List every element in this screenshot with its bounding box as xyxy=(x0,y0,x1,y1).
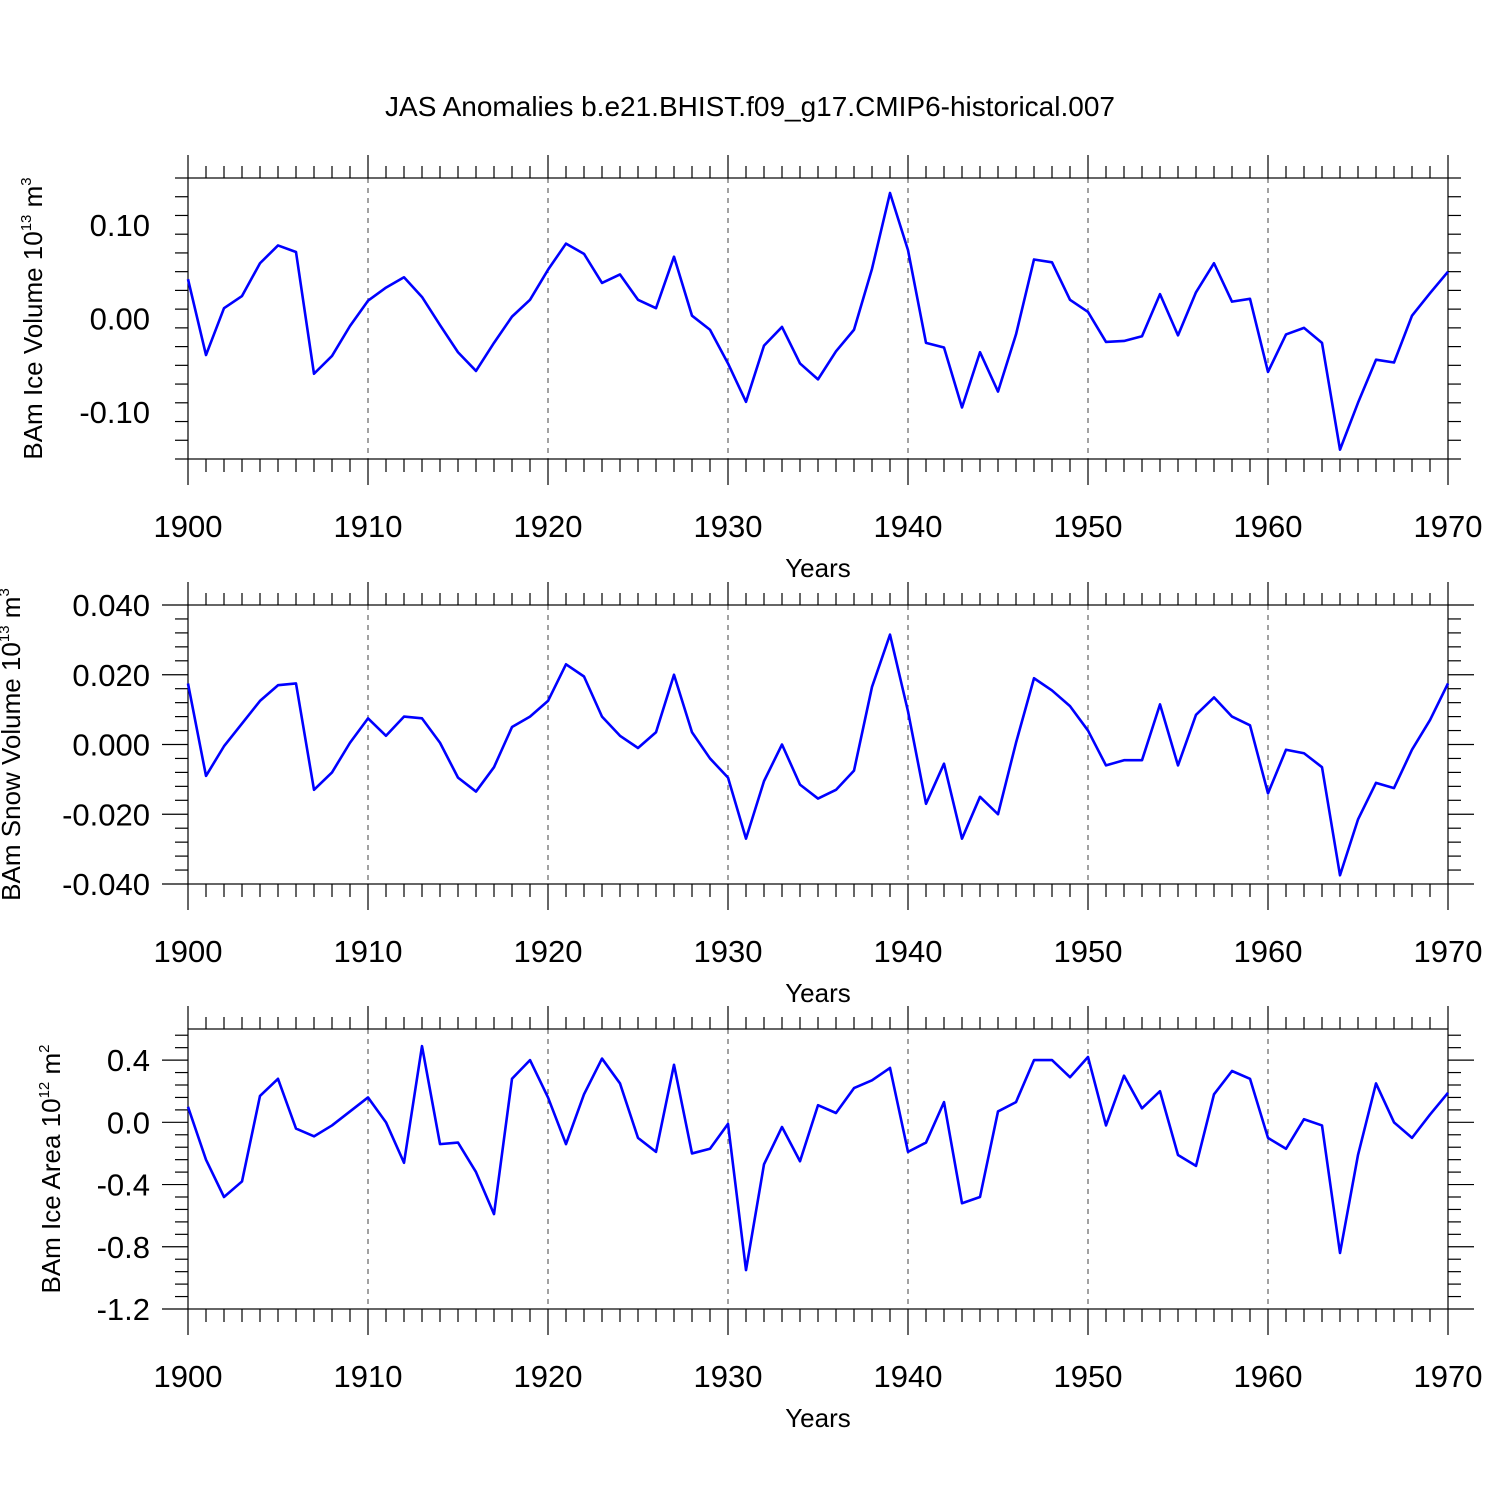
y-axis-label: BAm Ice Area 1012 m2 xyxy=(36,1044,66,1293)
y-tick-label: 0.10 xyxy=(90,208,150,243)
x-axis-label: Years xyxy=(785,978,851,1008)
x-tick-label: 1950 xyxy=(1054,509,1123,544)
series-line xyxy=(186,191,1449,451)
series-line xyxy=(186,633,1450,877)
x-axis-label: Years xyxy=(785,1403,851,1433)
x-tick-label: 1920 xyxy=(514,509,583,544)
x-tick-label: 1950 xyxy=(1054,934,1123,969)
y-axis-label: BAm Ice Volume 1013 m3 xyxy=(18,177,48,459)
y-axis-label-part: 13 xyxy=(0,625,13,642)
y-tick-label: -0.10 xyxy=(79,395,150,430)
y-tick-label: -0.040 xyxy=(62,867,150,902)
y-tick-label: 0.000 xyxy=(72,728,150,763)
panels-container: -0.10 0.00 0.10 1900 1910 1920 1930 1940 1950 196… xyxy=(0,155,1482,1433)
y-tick-label: 0.4 xyxy=(107,1043,150,1078)
panel-3: -1.2 -0.8 -0.4 0.0 0.4 1900 1910 1920 1930 1940 19… xyxy=(36,1006,1482,1433)
x-tick-label: 1910 xyxy=(334,509,403,544)
y-tick-label: -0.8 xyxy=(97,1230,150,1265)
panel-1: -0.10 0.00 0.10 1900 1910 1920 1930 1940 1950 196… xyxy=(18,155,1482,583)
y-axis-label-part: m xyxy=(36,1053,66,1082)
x-tick-label: 1950 xyxy=(1054,1359,1123,1394)
y-tick-label: 0.00 xyxy=(90,302,150,337)
y-axis-label-part: 2 xyxy=(36,1044,53,1052)
plot-frame xyxy=(187,177,1449,460)
y-tick-label: 0.020 xyxy=(72,658,150,693)
x-tick-label: 1970 xyxy=(1414,1359,1483,1394)
y-axis-label: BAm Snow Volume 1013 m3 xyxy=(0,588,26,901)
x-tick-label: 1910 xyxy=(334,934,403,969)
x-tick-label: 1970 xyxy=(1414,509,1483,544)
x-tick-label: 1930 xyxy=(694,934,763,969)
y-axis-label-part: 12 xyxy=(36,1082,53,1099)
y-tick-label: -1.2 xyxy=(97,1292,150,1327)
x-tick-label: 1900 xyxy=(154,509,223,544)
plot-frame xyxy=(187,1028,1449,1310)
y-tick-label: 0.0 xyxy=(107,1105,150,1140)
y-axis-label-part: 13 xyxy=(18,215,35,232)
y-axis-label-part: 3 xyxy=(0,588,13,596)
x-tick-label: 1920 xyxy=(514,1359,583,1394)
y-axis-label-part: m xyxy=(18,186,48,215)
y-axis-label-part: 3 xyxy=(18,177,35,185)
x-tick-label: 1940 xyxy=(874,1359,943,1394)
y-axis-label-part: BAm Ice Area 10 xyxy=(36,1098,66,1293)
x-tick-label: 1900 xyxy=(154,1359,223,1394)
x-tick-label: 1900 xyxy=(154,934,223,969)
x-tick-label: 1930 xyxy=(694,509,763,544)
x-tick-label: 1960 xyxy=(1234,509,1303,544)
figure-title: JAS Anomalies b.e21.BHIST.f09_g17.CMIP6-… xyxy=(385,91,1115,122)
y-tick-label: -0.4 xyxy=(97,1168,150,1203)
y-axis-label-part: m xyxy=(0,597,26,626)
y-tick-label: -0.020 xyxy=(62,797,150,832)
y-axis-label-part: BAm Ice Volume 10 xyxy=(18,231,48,459)
x-tick-label: 1960 xyxy=(1234,934,1303,969)
series-line xyxy=(186,1044,1450,1272)
x-axis-label: Years xyxy=(785,553,851,583)
y-axis-label-part: BAm Snow Volume 10 xyxy=(0,642,26,901)
x-tick-label: 1910 xyxy=(334,1359,403,1394)
panel-2: -0.040 -0.020 0.000 0.020 0.040 1900 1910 1920 1… xyxy=(0,582,1482,1008)
x-tick-label: 1960 xyxy=(1234,1359,1303,1394)
plot-frame xyxy=(187,604,1449,885)
x-tick-label: 1920 xyxy=(514,934,583,969)
x-tick-label: 1930 xyxy=(694,1359,763,1394)
x-tick-label: 1940 xyxy=(874,509,943,544)
x-tick-label: 1970 xyxy=(1414,934,1483,969)
y-tick-label: 0.040 xyxy=(72,588,150,623)
x-tick-label: 1940 xyxy=(874,934,943,969)
